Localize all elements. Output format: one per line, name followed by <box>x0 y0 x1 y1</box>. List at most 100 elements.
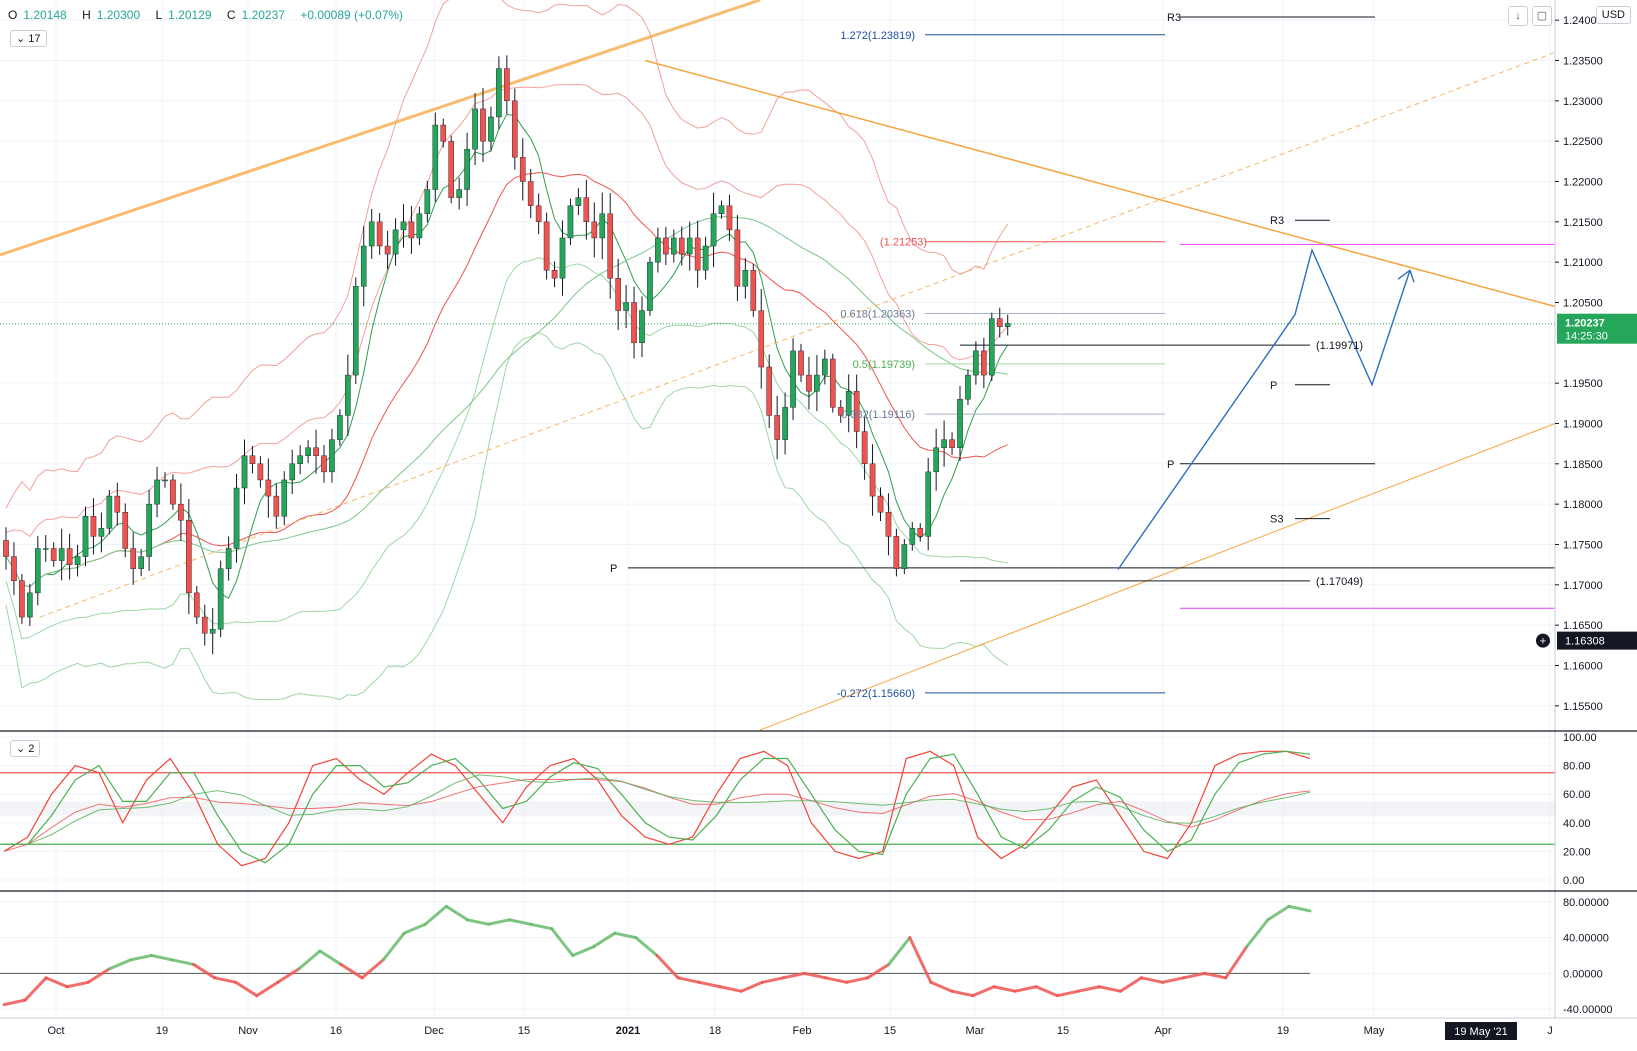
candle-body <box>178 503 184 521</box>
candle-body <box>281 479 288 517</box>
osc-segment <box>613 931 638 940</box>
projection-arrowhead <box>1397 269 1415 283</box>
candle-body <box>329 439 335 473</box>
time-tick-label: 15 <box>884 1025 896 1037</box>
osc-segment <box>213 976 238 984</box>
candle-body <box>408 221 415 239</box>
candle-body <box>877 495 884 513</box>
candle-body <box>360 245 367 287</box>
grid-lines <box>0 0 1555 1018</box>
candle-body <box>19 580 25 618</box>
osc-segment <box>676 976 701 984</box>
osc-segment <box>950 989 975 998</box>
fast-ma-line <box>5 113 1009 600</box>
candle-body <box>201 616 208 634</box>
time-tick-label: Dec <box>424 1025 444 1037</box>
candle-body <box>774 415 780 440</box>
candle-body <box>432 124 439 190</box>
candle-body <box>114 495 121 513</box>
main-indicator-badge[interactable]: ⌄ 17 <box>10 30 47 47</box>
osc-segment <box>297 949 322 971</box>
projection-path[interactable] <box>1117 247 1415 570</box>
stoch-indicator-badge[interactable]: ⌄ 2 <box>10 740 41 757</box>
currency-button[interactable]: USD <box>1595 6 1631 24</box>
candle-body <box>702 245 709 271</box>
osc-tick-label: 40.00000 <box>1563 933 1609 945</box>
candle-body <box>512 100 518 158</box>
candle-body <box>456 189 462 198</box>
maximize-icon[interactable]: ▢ <box>1532 6 1552 26</box>
stochastic-panel <box>0 750 1555 867</box>
candle-body <box>66 548 73 565</box>
chevron-down-icon: ⌄ <box>16 743 26 755</box>
osc-segment <box>255 980 280 998</box>
osc-segment <box>1013 985 1038 993</box>
candle-body <box>551 270 558 279</box>
osc-segment <box>44 976 69 989</box>
upper-band-outer <box>5 0 1009 509</box>
p-upper-label: P <box>1270 380 1277 392</box>
price-levels <box>0 16 1555 694</box>
candle-body <box>193 592 200 618</box>
trend-lines[interactable] <box>0 0 1556 731</box>
price-tick-label: 1.23500 <box>1563 55 1603 67</box>
candle-body <box>869 463 876 497</box>
time-tick-label: Mar <box>966 1025 985 1037</box>
osc-segment <box>107 958 132 971</box>
candle-body <box>416 213 423 239</box>
price-tick-label: 1.23000 <box>1563 96 1603 108</box>
rising-trendline <box>0 0 761 257</box>
price-axis-bg <box>1555 0 1637 1051</box>
band-midline <box>5 172 1008 588</box>
candle-body <box>686 237 693 255</box>
candle-body <box>861 431 868 465</box>
price-tick-label: 1.20500 <box>1563 297 1603 309</box>
stoch-k-line <box>3 750 1311 867</box>
price-tick-label: 1.21500 <box>1563 217 1603 229</box>
candle-body <box>782 407 788 440</box>
osc-segment <box>697 980 722 989</box>
arrow-down-icon[interactable]: ↓ <box>1508 6 1528 26</box>
lower-channel-line <box>759 423 1556 731</box>
slow-ma-line <box>5 216 1008 588</box>
candle-body <box>289 463 296 481</box>
candle-body <box>265 479 272 497</box>
stoch-tick-label: 60.00 <box>1563 789 1591 801</box>
osc-segment <box>571 945 596 957</box>
osc-segment <box>1139 976 1165 984</box>
osc-segment <box>655 954 680 980</box>
time-tick-label: J <box>1547 1025 1553 1037</box>
candle-body <box>297 455 303 465</box>
time-tick-label: Nov <box>238 1025 258 1037</box>
candle-body <box>893 536 900 569</box>
candlesticks <box>3 55 1011 655</box>
candle-body <box>3 540 9 557</box>
price-tick-label: 1.18000 <box>1563 499 1603 511</box>
candle-body <box>965 374 971 400</box>
candle-body <box>671 237 677 255</box>
candle-body <box>233 487 240 549</box>
candle-body <box>615 278 621 311</box>
osc-segment <box>529 922 554 931</box>
candle-body <box>273 495 280 517</box>
countdown-label: 14:25:30 <box>1565 331 1608 343</box>
candle-body <box>607 213 613 279</box>
candle-body <box>376 221 383 247</box>
osc-segment <box>802 971 828 980</box>
candle-body <box>655 237 661 263</box>
candle-body <box>567 205 574 239</box>
candle-body <box>957 399 963 448</box>
candle-body <box>901 544 908 569</box>
time-tick-label: Apr <box>1154 1025 1171 1037</box>
candle-body <box>353 286 359 376</box>
price-tick-label: 1.22500 <box>1563 136 1603 148</box>
stoch-tick-label: 40.00 <box>1563 818 1591 830</box>
candle-body <box>58 548 65 561</box>
low-value: 1.20129 <box>168 8 212 22</box>
candle-body <box>917 528 924 537</box>
osc-segment <box>1076 985 1101 993</box>
osc-segment <box>508 918 533 926</box>
osc-segment <box>86 967 111 984</box>
candle-body <box>989 318 995 376</box>
